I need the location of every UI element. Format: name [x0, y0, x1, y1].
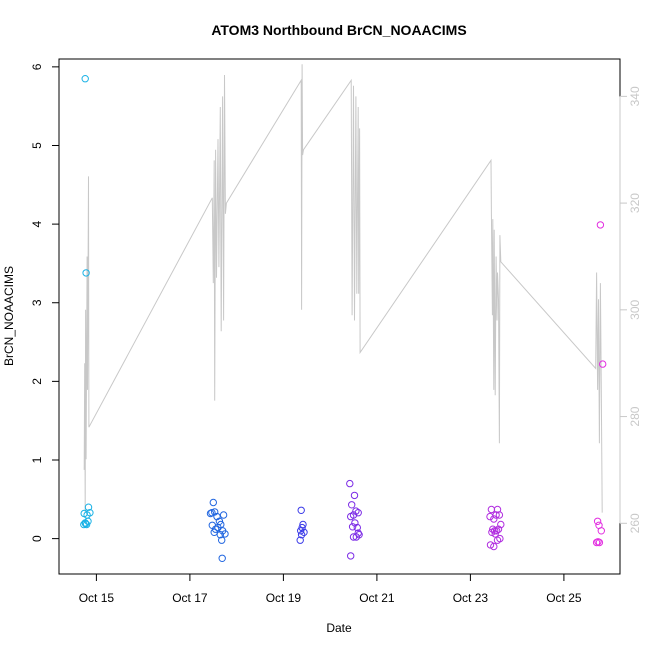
data-point	[490, 515, 498, 523]
data-point	[211, 508, 219, 516]
y2-tick-label: 340	[628, 86, 642, 106]
x-tick-label: Oct 19	[266, 591, 302, 605]
y-tick-label: 4	[30, 220, 44, 227]
data-point	[218, 554, 226, 562]
data-point	[297, 527, 305, 535]
x-tick-label: Oct 25	[546, 591, 582, 605]
data-point	[221, 530, 229, 538]
data-point	[353, 523, 361, 532]
y2-tick-label: 300	[628, 299, 642, 319]
data-point	[495, 511, 504, 519]
x-tick-label: Oct 21	[359, 591, 395, 605]
data-point	[210, 528, 218, 536]
y2-tick-label: 280	[628, 406, 642, 426]
data-point	[354, 509, 362, 517]
y2-axis: 260 280 300 320 340	[619, 86, 642, 533]
data-point	[594, 538, 602, 546]
y2-tick-label: 260	[628, 513, 642, 533]
y-tick-label: 5	[30, 142, 44, 149]
secondary-line-layer	[83, 64, 603, 513]
data-point	[81, 520, 90, 528]
data-point	[346, 479, 354, 488]
y-tick-label: 0	[30, 535, 44, 542]
y-tick-label: 6	[30, 63, 44, 70]
data-point	[219, 511, 228, 519]
data-point	[214, 523, 222, 532]
data-point	[86, 509, 94, 517]
data-point	[216, 531, 225, 539]
data-point	[599, 360, 607, 368]
y-axis: 0 1 2 3 4 5 6	[30, 63, 60, 542]
data-point	[493, 536, 502, 544]
data-point	[296, 536, 304, 544]
points-layer	[80, 75, 607, 562]
data-point	[84, 503, 93, 511]
data-point	[348, 523, 357, 531]
data-point	[209, 498, 218, 507]
x-tick-label: Oct 23	[453, 591, 489, 605]
data-point	[347, 552, 355, 560]
data-point	[349, 511, 358, 519]
data-point	[486, 512, 494, 521]
data-point	[82, 269, 90, 277]
y-tick-label: 3	[30, 299, 44, 306]
data-point	[349, 533, 358, 541]
data-point	[354, 529, 362, 537]
chart-title: ATOM3 Northbound BrCN_NOAACIMS	[211, 22, 466, 38]
data-point	[352, 533, 360, 541]
y-tick-label: 1	[30, 456, 44, 463]
data-point	[491, 530, 499, 538]
data-point	[350, 491, 359, 500]
data-point	[218, 536, 226, 544]
x-axis-label: Date	[326, 621, 352, 635]
y-tick-label: 2	[30, 378, 44, 385]
data-point	[300, 528, 308, 536]
data-point	[497, 520, 505, 529]
data-point	[299, 520, 307, 529]
x-tick-label: Oct 17	[172, 591, 208, 605]
data-point	[206, 509, 215, 518]
data-point	[593, 517, 602, 525]
data-point	[597, 527, 605, 535]
secondary-line	[83, 64, 603, 513]
data-point	[490, 542, 498, 551]
data-point	[348, 501, 356, 509]
data-point	[297, 506, 305, 514]
data-point	[352, 507, 360, 515]
plot-frame	[58, 58, 621, 575]
data-point	[297, 531, 306, 539]
x-axis: Oct 15 Oct 17 Oct 19 Oct 21 Oct 23 Oct 25	[79, 573, 582, 605]
data-point	[487, 505, 496, 514]
y-axis-label: BrCN_NOAACIMS	[2, 266, 16, 366]
x-tick-label: Oct 15	[79, 591, 115, 605]
data-point	[596, 221, 605, 229]
y2-tick-label: 320	[628, 193, 642, 213]
data-point	[81, 75, 89, 83]
data-point	[84, 517, 92, 525]
